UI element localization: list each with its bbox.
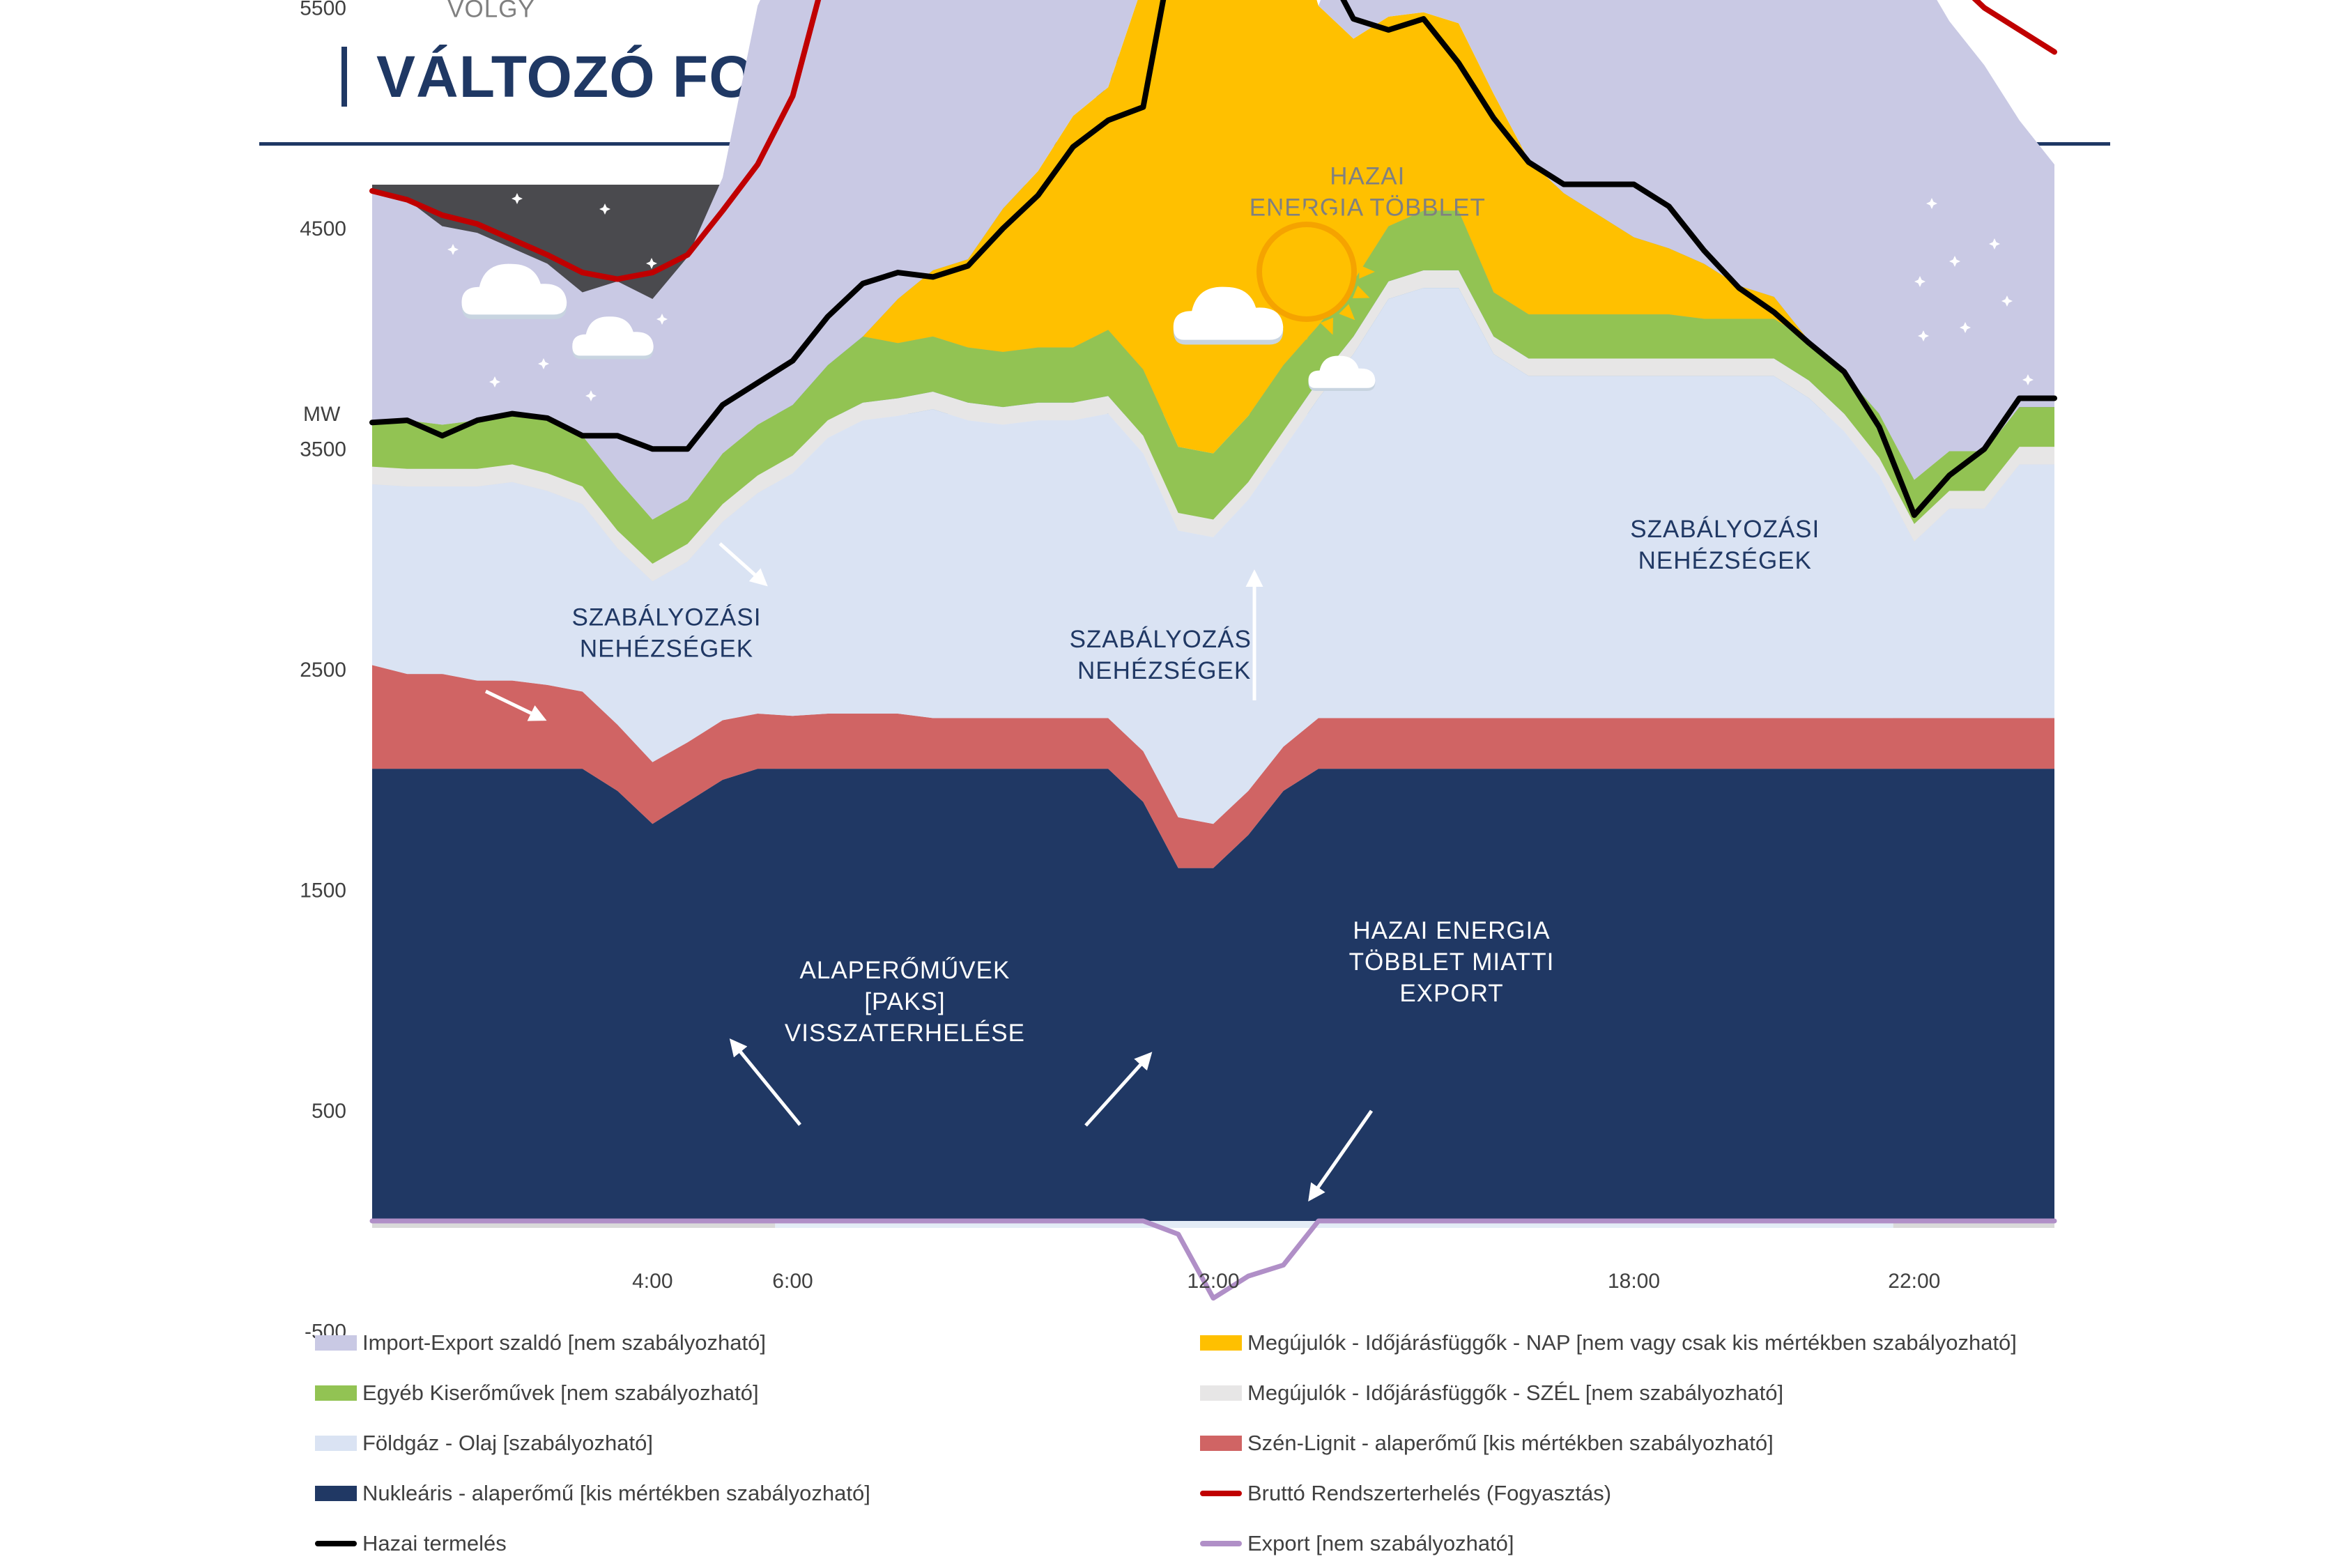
y-axis-label: MW [303,403,341,426]
sun-ray [1320,208,1333,226]
sun-ray [1339,304,1355,321]
y-tick-label: 4500 [300,217,346,240]
sun-disc [1262,227,1351,316]
sun-ray [1352,245,1370,259]
star-icon [447,244,459,255]
area-series-5 [372,0,2054,520]
sun-icon [1238,203,1375,340]
y-tick-label: 5500 [300,0,346,20]
star-icon [512,193,523,204]
cloud-body [572,316,654,356]
annotation-arrow [729,1038,801,1126]
star-icon [1989,238,2000,249]
cloud-icon [572,316,654,360]
area-series-6 [372,0,2054,520]
star-icon [656,314,668,325]
x-tick-label: 22:00 [1888,1270,1940,1293]
cloud-icon [461,263,567,319]
area-series-4 [372,210,2054,564]
y-tick-label: 500 [312,1100,346,1123]
sun-ray [1300,324,1314,340]
sun-ray [1280,317,1293,335]
area-series-2 [372,288,2054,824]
annotation-arrow [484,689,547,721]
cloud-icon [1173,286,1284,345]
star-icon [599,203,610,215]
star-icon [489,376,500,387]
star-icon [1926,198,1937,209]
cloud-body [461,263,567,315]
annotation-text: HAZAI ENERGIA TÖBBLET MIATTI EXPORT [1349,917,1555,1007]
x-tick-label: 12:00 [1187,1270,1239,1293]
star-icon [585,390,597,401]
annotation-arrow [1084,1052,1153,1127]
cloud-icon [1308,355,1376,391]
sun-ray [1243,245,1261,259]
annotation-arrow [718,542,768,587]
title-accent-bar [341,47,347,107]
annotation-text: SZABÁLYOZÁSI NEHÉZSÉGEK [571,604,761,662]
area-series-0 [372,769,2054,1221]
star-icon [1918,330,1929,341]
y-tick-label: 1500 [300,879,346,902]
cloud-body [1308,355,1376,388]
x-tick-label: 18:00 [1608,1270,1660,1293]
star-icon [2022,374,2034,385]
sun-ray [1258,223,1275,240]
sun-ray [1320,317,1333,335]
sun-ray [1339,223,1355,240]
star-icon [1949,256,1960,267]
line-series-2 [369,1218,2057,1301]
y-tick-label: -500 [305,1320,346,1343]
star-icon [1960,322,1971,333]
y-tick-label: 3500 [300,438,346,461]
star-icon [1914,276,1926,287]
annotation-arrow [1308,1109,1374,1202]
annotation-text: SZABÁLYOZÁSI NEHÉZSÉGEK [1630,516,1820,574]
sun-ray [1300,203,1314,220]
sun-ray [1280,208,1293,226]
x-tick-label: 6:00 [772,1270,813,1293]
sun-ray [1359,265,1375,279]
cloud-body [1173,286,1284,340]
star-icon [538,358,549,369]
line-series-1 [369,0,2057,518]
annotation-text: SZABÁLYOZÁSI NEHÉZSÉGEK [1070,626,1259,684]
star-icon [646,258,657,269]
x-tick-label: 4:00 [632,1270,672,1293]
sun-ray [1238,265,1254,279]
sun-ray [1352,285,1370,298]
y-tick-label: 2500 [300,659,346,682]
annotation-text: HAJNALIVÖLGY [439,0,544,23]
annotation-text: ALAPERŐMŰVEK [PAKS] VISSZATERHELÉSE [785,957,1025,1047]
line-series-0 [369,0,2057,282]
star-icon [2001,295,2013,307]
